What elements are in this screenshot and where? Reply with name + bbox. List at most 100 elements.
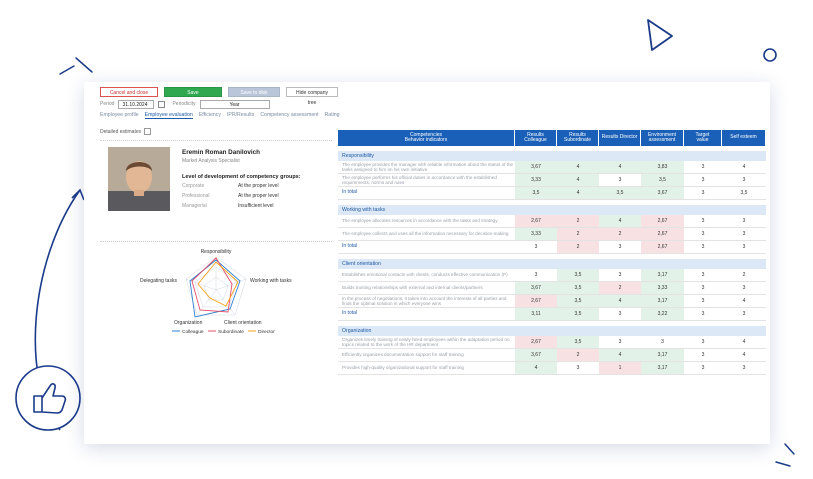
radar-series-subordinate bbox=[191, 257, 233, 313]
table-group-header[interactable]: Working with tasks bbox=[338, 205, 766, 215]
table-row: Establishes emotional contacts with clie… bbox=[338, 269, 766, 282]
table-cell: 3 bbox=[534, 272, 538, 278]
table-cell: 3,5 bbox=[599, 187, 641, 199]
behavior-indicator: The employee provides the manager with r… bbox=[342, 161, 514, 173]
deco-dash bbox=[75, 57, 93, 73]
table-cell: 3 bbox=[701, 311, 705, 317]
table-cell: 2 bbox=[599, 228, 641, 240]
table-cell: 4 bbox=[742, 339, 746, 345]
table-cell: 3 bbox=[701, 272, 705, 278]
save-to-disk-button[interactable]: Save to disk bbox=[228, 87, 280, 97]
table-group-header[interactable]: Client orientation bbox=[338, 259, 766, 269]
tab-employee-profile[interactable]: Employee profile bbox=[100, 112, 139, 118]
table-header: Competencies Behavior indicators Results… bbox=[338, 130, 766, 146]
header-target-value: Target value bbox=[684, 130, 722, 146]
table-cell: 3 bbox=[701, 285, 705, 291]
table-cell: 3 bbox=[618, 177, 622, 183]
table-cell: 2,67 bbox=[515, 215, 557, 227]
competency-group: Professional bbox=[182, 193, 210, 199]
competency-group: Corporate bbox=[182, 183, 205, 189]
behavior-indicator: Efficiently organizes documentation supp… bbox=[342, 352, 464, 358]
table-cell: 1 bbox=[599, 362, 641, 374]
cancel-and-close-button[interactable]: Cancel and close bbox=[100, 87, 158, 97]
table-row: In the process of negotiations, it takes… bbox=[338, 295, 766, 308]
periodicity-label: Periodicity bbox=[172, 101, 196, 107]
table-cell: 3,67 bbox=[515, 161, 557, 173]
period-input[interactable]: 31.10.2024 bbox=[118, 99, 155, 109]
radar-axis-label: Organization bbox=[174, 320, 203, 326]
header-competencies: Competencies Behavior indicators bbox=[338, 130, 515, 146]
employee-profile-panel: Eremin Roman Danilovich Market Analysis … bbox=[100, 140, 332, 242]
periodicity-select[interactable]: Year bbox=[199, 99, 270, 109]
table-cell: 3 bbox=[534, 244, 538, 250]
table-cell: 3 bbox=[618, 311, 622, 317]
table-group-header[interactable]: Organization bbox=[338, 326, 766, 336]
header-self-esteem: Self esteem bbox=[722, 130, 766, 146]
table-cell: 3,17 bbox=[641, 269, 684, 281]
table-cell: 2,67 bbox=[641, 215, 684, 227]
table-cell: 3 bbox=[576, 365, 580, 371]
table-cell: 4 bbox=[557, 161, 599, 173]
competency-level: Insufficient level bbox=[238, 203, 274, 209]
tab-bar: Employee profile Employee evaluation Eff… bbox=[100, 112, 340, 119]
total-label: In total bbox=[342, 189, 358, 196]
behavior-indicator: Establishes emotional contacts with clie… bbox=[342, 272, 508, 278]
table-cell: 2 bbox=[557, 215, 599, 227]
detailed-estimates-checkbox[interactable] bbox=[144, 128, 152, 135]
table-cell: 3 bbox=[701, 177, 705, 183]
table-cell: 3 bbox=[618, 244, 622, 250]
table-cell: 3 bbox=[742, 285, 746, 291]
legend-director: Director bbox=[258, 329, 275, 335]
tab-rating[interactable]: Rating bbox=[324, 112, 340, 118]
table-cell: 3,5 bbox=[557, 295, 599, 307]
table-row: Organizes timely training of newly hired… bbox=[338, 336, 766, 349]
table-cell: 3 bbox=[742, 365, 746, 371]
table-cell: 3,5 bbox=[557, 282, 599, 294]
behavior-indicator: Provides high-quality organizational sup… bbox=[342, 365, 464, 371]
table-cell: 3,5 bbox=[515, 187, 557, 199]
table-cell: 2,67 bbox=[515, 336, 557, 348]
table-cell: 3 bbox=[742, 311, 746, 317]
tab-ipr-results[interactable]: IPR/Results bbox=[226, 112, 255, 118]
employee-name: Eremin Roman Danilovich bbox=[182, 149, 261, 156]
employee-position: Market Analysis Specialist bbox=[182, 158, 240, 164]
evaluation-table: Competencies Behavior indicators Results… bbox=[338, 130, 766, 375]
competency-row: Corporate At the proper level bbox=[182, 183, 279, 189]
table-cell: 3 bbox=[701, 352, 705, 358]
table-group-header[interactable]: Responsibility bbox=[338, 151, 766, 161]
table-cell: 3,17 bbox=[641, 349, 684, 361]
behavior-indicator: Organizes timely training of newly hired… bbox=[342, 336, 510, 348]
table-cell: 4 bbox=[557, 187, 599, 199]
table-cell: 4 bbox=[557, 174, 599, 186]
tab-employee-evaluation[interactable]: Employee evaluation bbox=[144, 112, 193, 119]
deco-arrow bbox=[71, 188, 85, 201]
radar-series-director bbox=[197, 261, 239, 307]
radar-axis-label: Working with tasks bbox=[250, 278, 292, 284]
deco-dash bbox=[784, 443, 795, 455]
table-row: Builds trusting relationships with exter… bbox=[338, 282, 766, 295]
table-cell: 3,5 bbox=[557, 269, 599, 281]
table-cell: 2 bbox=[557, 349, 599, 361]
table-cell: 3,33 bbox=[641, 282, 684, 294]
save-button[interactable]: Save bbox=[164, 87, 222, 97]
table-cell: 4 bbox=[599, 295, 641, 307]
table-cell: 4 bbox=[742, 298, 746, 304]
period-label: Period bbox=[100, 101, 115, 107]
table-cell: 3,22 bbox=[641, 308, 684, 320]
table-row: The employee collects and uses all the i… bbox=[338, 228, 766, 241]
tab-efficiency[interactable]: Efficiency bbox=[198, 112, 221, 118]
table-cell: 3 bbox=[742, 244, 746, 250]
table-row: Efficiently organizes documentation supp… bbox=[338, 349, 766, 362]
table-cell: 2 bbox=[557, 241, 599, 253]
table-body: Responsibility The employee provides the … bbox=[338, 151, 766, 375]
table-cell: 3 bbox=[701, 244, 705, 250]
table-cell: 3 bbox=[701, 365, 705, 371]
calendar-icon[interactable] bbox=[158, 100, 166, 108]
hide-company-tree-button[interactable]: Hide company tree bbox=[286, 87, 338, 106]
behavior-indicator: The employee performs his official dutie… bbox=[342, 174, 497, 186]
table-cell: 3 bbox=[701, 164, 705, 170]
tab-competency-assessment[interactable]: Competency assessment bbox=[260, 112, 319, 118]
table-cell: 3,83 bbox=[641, 161, 684, 173]
header-results-colleague: Results Colleague bbox=[515, 130, 557, 146]
